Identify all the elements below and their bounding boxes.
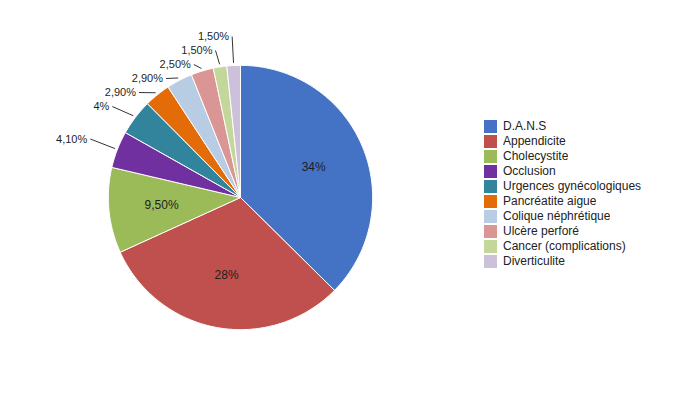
svg-text:4%: 4% [93, 100, 109, 112]
svg-text:34%: 34% [302, 160, 326, 174]
html-text:Colique néphrétique: Colique néphrétique [503, 209, 611, 223]
html-text:Appendicite: Appendicite [503, 134, 566, 148]
html-text:Urgences gynécologiques: Urgences gynécologiques [503, 179, 642, 193]
svg-text:2,90%: 2,90% [132, 72, 163, 84]
svg-text:2,50%: 2,50% [160, 58, 191, 70]
html-text:Cancer (complications): Cancer (complications) [503, 239, 626, 253]
svg-text:9,50%: 9,50% [145, 198, 179, 212]
html-text:Ulcère perforé: Ulcère perforé [503, 224, 579, 238]
svg-text:28%: 28% [215, 268, 239, 282]
html-text:Pancréatite aigue: Pancréatite aigue [503, 194, 597, 208]
svg-text:1,50%: 1,50% [198, 30, 229, 42]
svg-text:4,10%: 4,10% [56, 132, 87, 144]
svg-text:1,50%: 1,50% [181, 44, 212, 56]
html-text:Occlusion: Occlusion [503, 164, 556, 178]
html-text:D.A.N.S: D.A.N.S [503, 119, 547, 133]
html-text:Cholecystite: Cholecystite [503, 149, 569, 163]
html-text:Diverticulite: Diverticulite [503, 254, 565, 268]
svg-text:2,90%: 2,90% [105, 86, 136, 98]
